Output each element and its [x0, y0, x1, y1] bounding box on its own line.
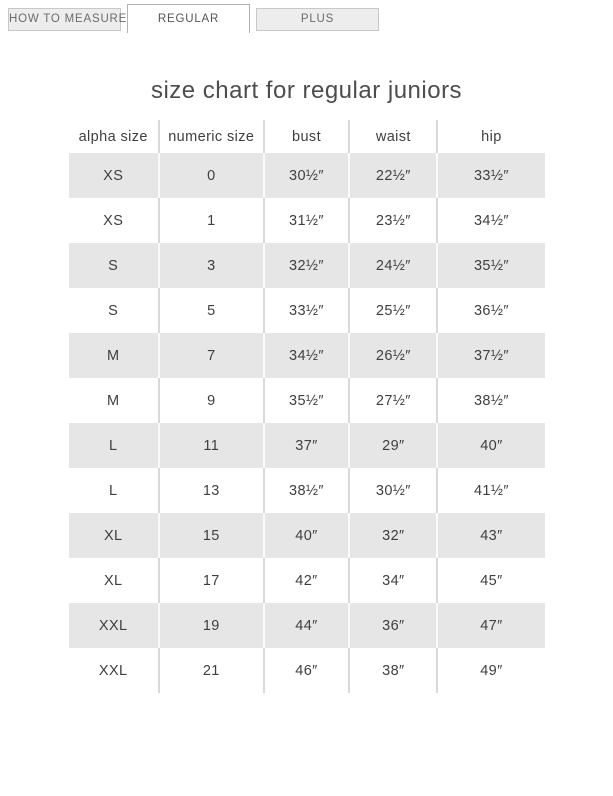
table-cell: 43″ [436, 513, 545, 558]
column-header-bust: bust [262, 120, 350, 153]
table-cell: 35½″ [436, 243, 545, 288]
table-cell: 33½″ [436, 153, 545, 198]
table-cell: 27½″ [348, 378, 438, 423]
table-cell: 37″ [262, 423, 350, 468]
column-header-waist: waist [348, 120, 438, 153]
column-header-numeric-size: numeric size [157, 120, 264, 153]
table-cell: S [108, 302, 119, 319]
table-cell: 36″ [348, 603, 438, 648]
size-chart-tabbar: HOW TO MEASURE REGULAR PLUS [0, 0, 613, 33]
table-cell: 42″ [262, 558, 350, 603]
tab-how-to-measure[interactable]: HOW TO MEASURE [8, 8, 126, 31]
table-cell: 40″ [436, 423, 545, 468]
size-table-body: XS 0 30½″ 22½″ 33½″ XS 1 31½″ 23½″ 34½″ S 3 32½″ 24½″… [68, 153, 545, 693]
table-cell: XXL [98, 617, 128, 634]
table-cell: 30½″ [262, 153, 350, 198]
table-cell: XS [103, 167, 124, 184]
table-cell: M [106, 392, 120, 409]
table-cell: 45″ [436, 558, 545, 603]
table-cell: 34″ [348, 558, 438, 603]
table-cell: 49″ [436, 648, 545, 693]
table-cell: 32″ [348, 513, 438, 558]
table-cell: 3 [157, 243, 264, 288]
table-cell: 46″ [262, 648, 350, 693]
table-cell: 40″ [262, 513, 350, 558]
header-row: alpha size numeric size bust waist hip [68, 120, 545, 153]
table-row: M 7 34½″ 26½″ 37½″ [68, 333, 545, 378]
table-cell: 21 [157, 648, 264, 693]
table-cell: 29″ [348, 423, 438, 468]
table-cell: XL [103, 527, 123, 544]
table-cell: XXL [98, 662, 128, 679]
table-cell: 9 [157, 378, 264, 423]
table-cell: 47″ [436, 603, 545, 648]
table-row: S 5 33½″ 25½″ 36½″ [69, 288, 545, 333]
table-cell: L [108, 437, 118, 454]
table-cell: 34½″ [262, 333, 350, 378]
table-cell: M [106, 347, 120, 364]
table-cell: 32½″ [262, 243, 350, 288]
table-cell: 31½″ [262, 198, 350, 243]
table-cell: 23½″ [348, 198, 438, 243]
table-row: L 13 38½″ 30½″ 41½″ [69, 468, 545, 513]
table-row: XL 17 42″ 34″ 45″ [69, 558, 545, 603]
table-cell: S [108, 257, 119, 274]
table-cell: 19 [157, 603, 264, 648]
size-table-header: alpha size numeric size bust waist hip [68, 120, 545, 153]
table-cell: 36½″ [436, 288, 545, 333]
tab-plus[interactable]: PLUS [256, 8, 379, 31]
table-cell: XL [103, 572, 123, 589]
table-cell: 24½″ [348, 243, 438, 288]
table-cell: 30½″ [348, 468, 438, 513]
table-row: M 9 35½″ 27½″ 38½″ [69, 378, 545, 423]
table-cell: 35½″ [262, 378, 350, 423]
table-row: L 11 37″ 29″ 40″ [68, 423, 545, 468]
table-row: XXL 21 46″ 38″ 49″ [69, 648, 545, 693]
table-cell: 15 [157, 513, 264, 558]
table-cell: 5 [157, 288, 264, 333]
table-cell: 25½″ [348, 288, 438, 333]
table-cell: 37½″ [436, 333, 545, 378]
table-row: XXL 19 44″ 36″ 47″ [68, 603, 545, 648]
table-cell: 11 [157, 423, 264, 468]
table-cell: 26½″ [348, 333, 438, 378]
table-cell: 38″ [348, 648, 438, 693]
table-cell: 41½″ [436, 468, 545, 513]
table-row: XS 0 30½″ 22½″ 33½″ [68, 153, 545, 198]
table-cell: 1 [157, 198, 264, 243]
table-cell: XS [103, 212, 124, 229]
table-row: XS 1 31½″ 23½″ 34½″ [69, 198, 545, 243]
column-header-hip: hip [436, 120, 545, 153]
table-row: S 3 32½″ 24½″ 35½″ [68, 243, 545, 288]
table-cell: 13 [157, 468, 264, 513]
table-cell: 44″ [262, 603, 350, 648]
table-cell: 34½″ [436, 198, 545, 243]
table-cell: 38½″ [436, 378, 545, 423]
table-cell: 33½″ [262, 288, 350, 333]
table-cell: 17 [157, 558, 264, 603]
table-cell: 22½″ [348, 153, 438, 198]
table-cell: 0 [157, 153, 264, 198]
tab-regular[interactable]: REGULAR [127, 4, 250, 33]
table-row: XL 15 40″ 32″ 43″ [68, 513, 545, 558]
column-header-alpha-size: alpha size [68, 120, 159, 153]
table-cell: 38½″ [262, 468, 350, 513]
table-cell: 7 [157, 333, 264, 378]
size-chart-table: alpha size numeric size bust waist hip X… [68, 120, 545, 693]
table-cell: L [108, 482, 118, 499]
page-title: size chart for regular juniors [150, 77, 463, 104]
